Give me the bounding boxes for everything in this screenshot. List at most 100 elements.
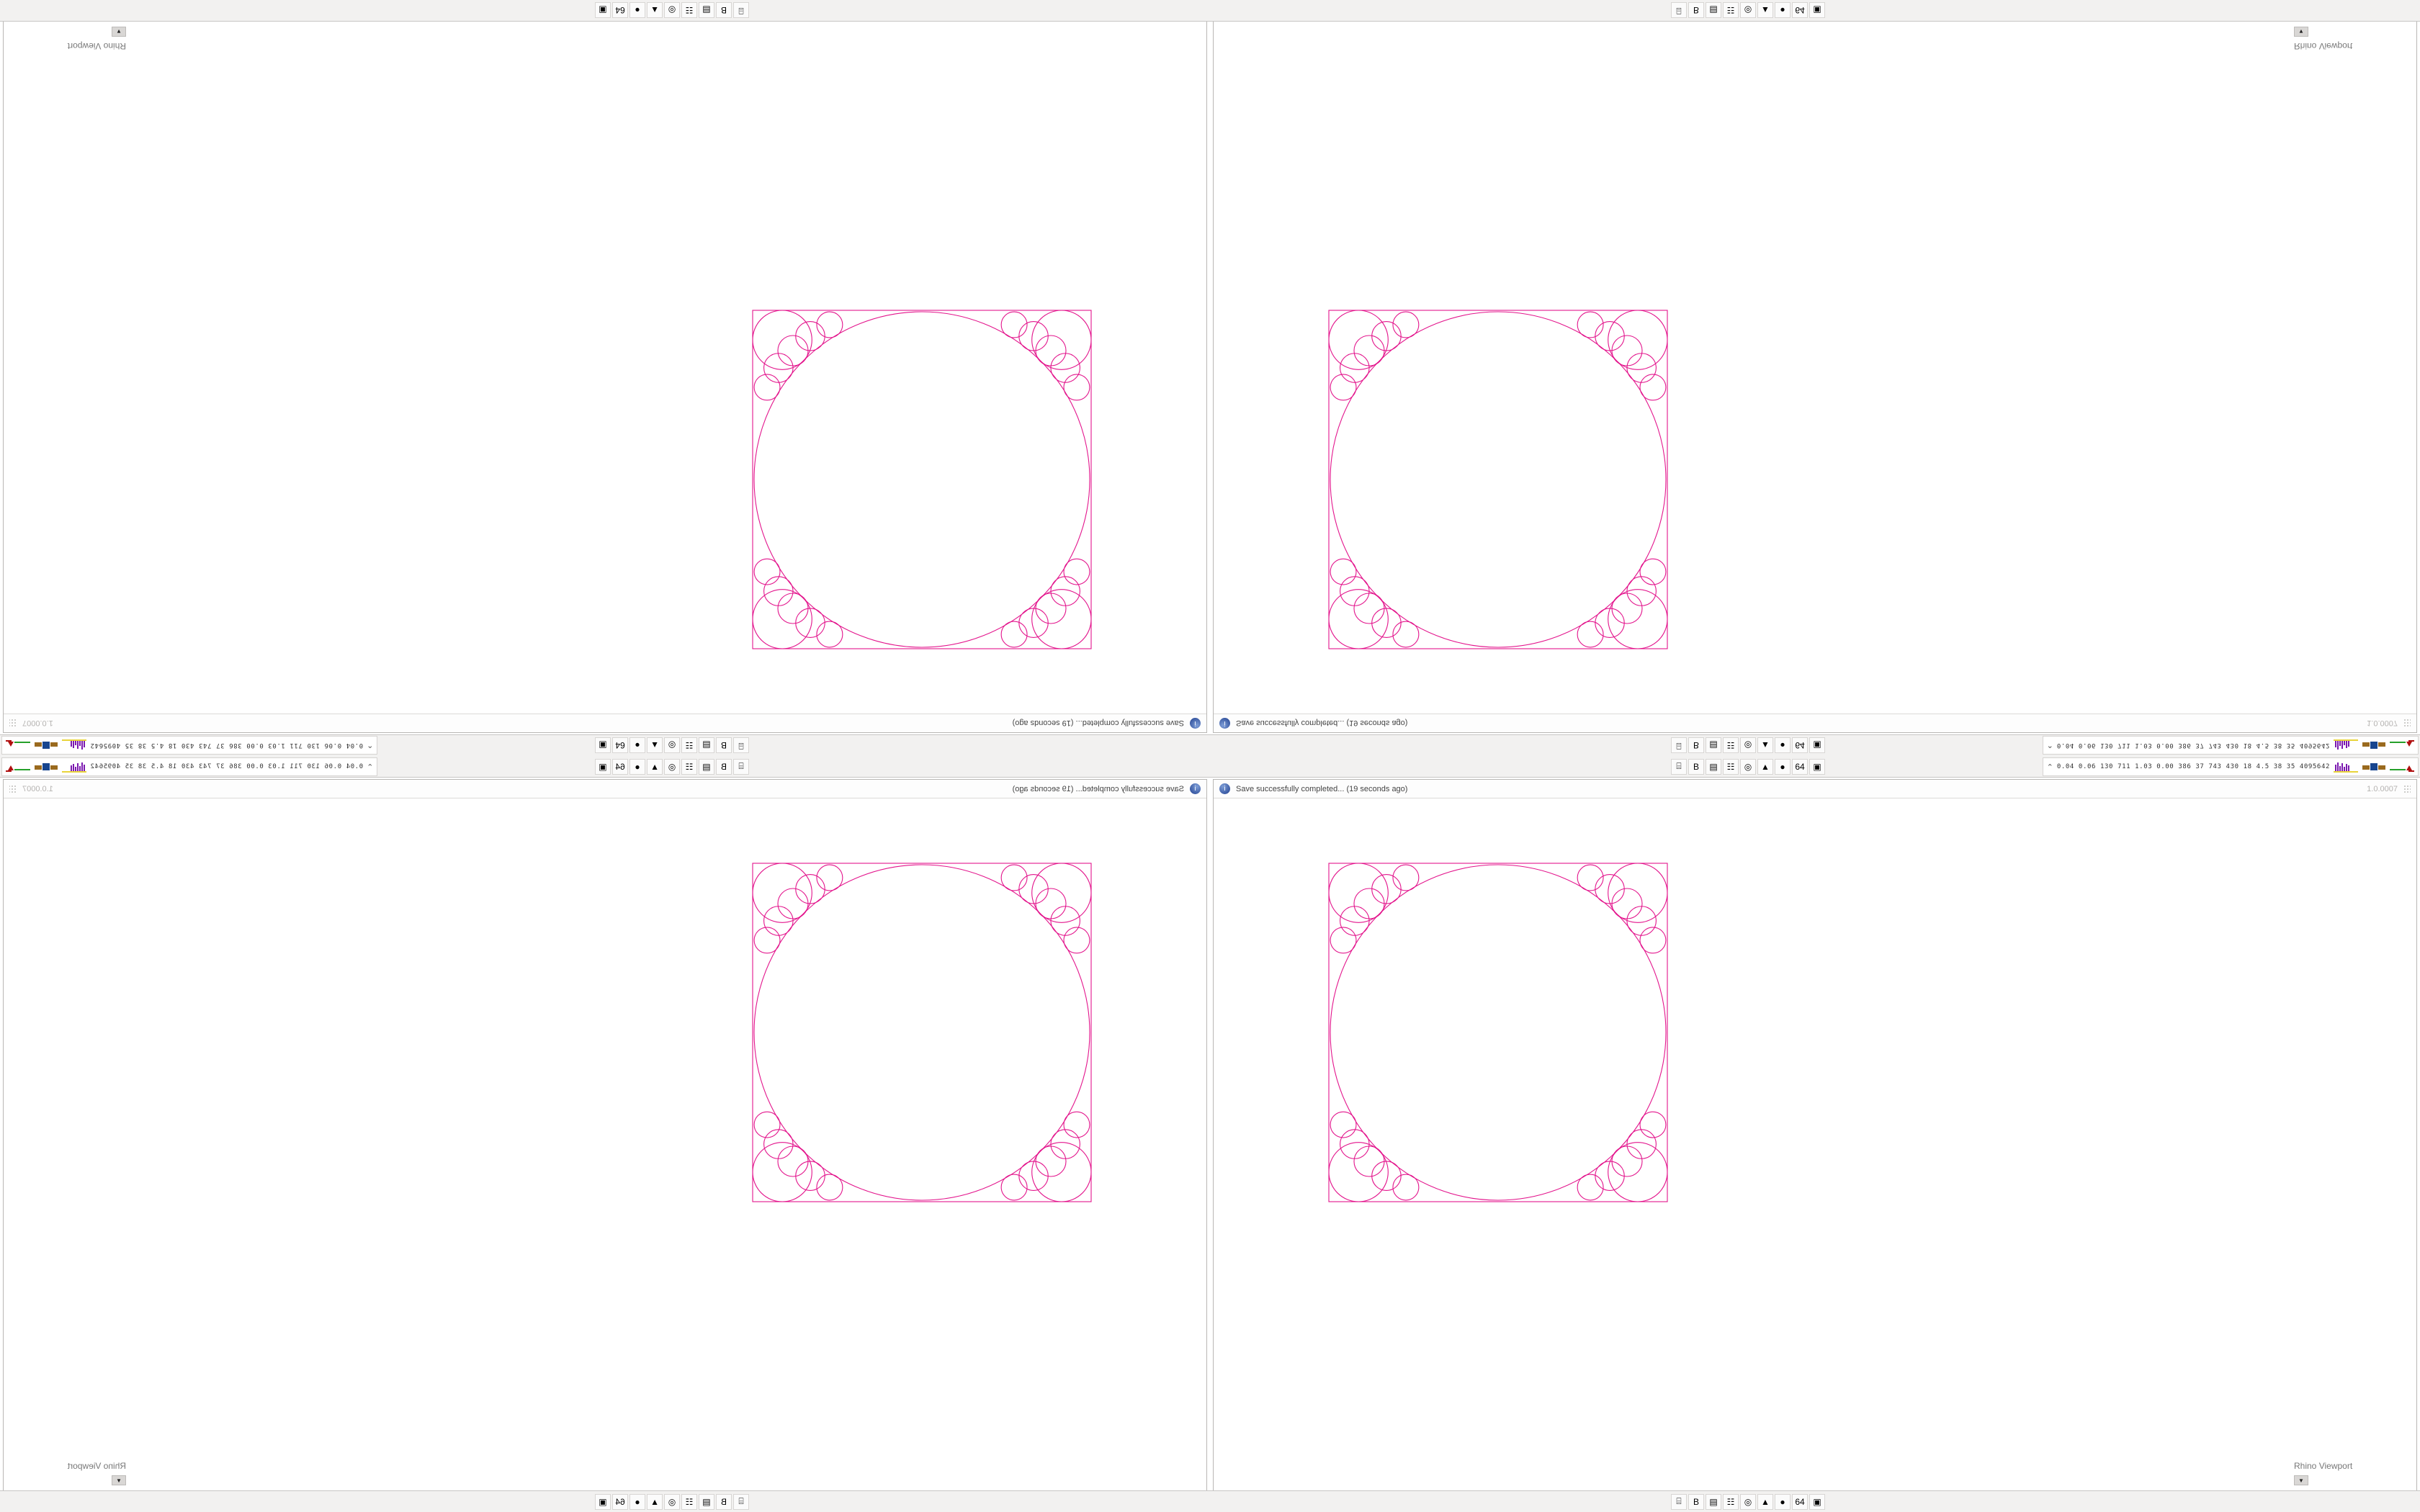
rhino-viewport[interactable]: ▼ Rhino Viewport <box>1214 798 2416 1507</box>
files-icon[interactable]: ▣ <box>595 3 611 19</box>
tray-expand-icon[interactable]: ⌃ <box>367 762 373 772</box>
calculator-icon[interactable]: ☷ <box>1723 759 1739 775</box>
viewport-tab[interactable]: ▼ <box>2294 1475 2308 1485</box>
firefox-icon[interactable]: ● <box>629 1494 645 1510</box>
editor-icon[interactable]: ▤ <box>1706 1494 1721 1510</box>
terminal-icon[interactable]: ⌸ <box>733 3 749 19</box>
opera-icon[interactable]: ◎ <box>1740 759 1756 775</box>
calculator-icon[interactable]: ☷ <box>681 738 697 754</box>
terminal-icon[interactable]: ⌸ <box>1671 1494 1687 1510</box>
editor-icon[interactable]: ▤ <box>699 738 714 754</box>
system-tray[interactable]: ⌃ 0.04 0.06 130 711 1.03 0.00 386 37 743… <box>2043 736 2419 755</box>
floppy64-icon[interactable]: 64 <box>612 759 628 775</box>
calculator-icon[interactable]: ☷ <box>681 1494 697 1510</box>
tray-expand-icon[interactable]: ⌃ <box>2047 741 2053 750</box>
viewport-tab[interactable]: ▼ <box>2294 27 2308 37</box>
viewport-tab[interactable]: ▼ <box>112 1475 126 1485</box>
opera-icon[interactable]: ◎ <box>664 3 680 19</box>
files-icon[interactable]: ▣ <box>1809 1494 1825 1510</box>
notepad-icon[interactable]: ὜B <box>716 3 732 19</box>
mountain-icon[interactable]: ▲ <box>647 1494 663 1510</box>
resize-grip[interactable] <box>9 785 17 793</box>
notepad-icon[interactable]: ὜B <box>1688 759 1704 775</box>
floppy64-icon[interactable]: 64 <box>612 738 628 754</box>
viewport-dropdown-arrow[interactable]: ▼ <box>2294 1475 2308 1485</box>
floppy64-icon[interactable]: 64 <box>612 1494 628 1510</box>
mountain-icon[interactable]: ▲ <box>647 3 663 19</box>
tray-expand-icon[interactable]: ⌃ <box>2047 762 2053 772</box>
viewport-dropdown-arrow[interactable]: ▼ <box>112 1475 126 1485</box>
opera-icon[interactable]: ◎ <box>1740 738 1756 754</box>
viewport-dropdown-arrow[interactable]: ▼ <box>2294 27 2308 37</box>
opera-icon[interactable]: ◎ <box>664 738 680 754</box>
floppy64-icon[interactable]: 64 <box>1792 738 1808 754</box>
resize-grip[interactable] <box>2403 785 2411 793</box>
opera-icon[interactable]: ◎ <box>664 1494 680 1510</box>
mountain-icon[interactable]: ▲ <box>1757 759 1773 775</box>
apollonian-gasket <box>4 8 1206 714</box>
calculator-icon[interactable]: ☷ <box>681 3 697 19</box>
editor-icon[interactable]: ▤ <box>699 1494 714 1510</box>
floppy64-icon[interactable]: 64 <box>1792 3 1808 19</box>
firefox-icon[interactable]: ● <box>1775 1494 1791 1510</box>
firefox-icon[interactable]: ● <box>629 3 645 19</box>
files-icon[interactable]: ▣ <box>595 759 611 775</box>
mountain-icon[interactable]: ▲ <box>1757 1494 1773 1510</box>
notepad-icon[interactable]: ὜B <box>1688 738 1704 754</box>
floppy64-icon[interactable]: 64 <box>612 3 628 19</box>
floppy64-icon[interactable]: 64 <box>1792 759 1808 775</box>
editor-icon[interactable]: ▤ <box>699 759 714 775</box>
floppy64-icon[interactable]: 64 <box>1792 1494 1808 1510</box>
terminal-icon[interactable]: ⌸ <box>1671 738 1687 754</box>
notepad-icon[interactable]: ὜B <box>716 1494 732 1510</box>
mountain-icon[interactable]: ▲ <box>647 759 663 775</box>
mountain-icon[interactable]: ▲ <box>647 738 663 754</box>
opera-icon[interactable]: ◎ <box>664 759 680 775</box>
tray-expand-icon[interactable]: ⌃ <box>367 741 373 750</box>
resize-grip[interactable] <box>2403 719 2411 728</box>
calculator-icon[interactable]: ☷ <box>681 759 697 775</box>
files-icon[interactable]: ▣ <box>595 738 611 754</box>
editor-icon[interactable]: ▤ <box>1706 738 1721 754</box>
system-tray[interactable]: ⌃ 0.04 0.06 130 711 1.03 0.00 386 37 743… <box>1 736 377 755</box>
notepad-icon[interactable]: ὜B <box>1688 3 1704 19</box>
rhino-window: i Save successfully completed... (19 sec… <box>3 4 1207 733</box>
terminal-icon[interactable]: ⌸ <box>1671 3 1687 19</box>
terminal-icon[interactable]: ⌸ <box>1671 759 1687 775</box>
terminal-icon[interactable]: ⌸ <box>733 759 749 775</box>
mountain-icon[interactable]: ▲ <box>1757 3 1773 19</box>
firefox-icon[interactable]: ● <box>629 738 645 754</box>
editor-icon[interactable]: ▤ <box>699 3 714 19</box>
resize-grip[interactable] <box>9 719 17 728</box>
system-tray[interactable]: ⌃ 0.04 0.06 130 711 1.03 0.00 386 37 743… <box>2043 757 2419 776</box>
tray-graph-purple <box>2334 739 2358 751</box>
firefox-icon[interactable]: ● <box>1775 3 1791 19</box>
notepad-icon[interactable]: ὜B <box>716 759 732 775</box>
mountain-icon[interactable]: ▲ <box>1757 738 1773 754</box>
terminal-icon[interactable]: ⌸ <box>733 1494 749 1510</box>
notepad-icon[interactable]: ὜B <box>1688 1494 1704 1510</box>
firefox-icon[interactable]: ● <box>1775 738 1791 754</box>
viewport-dropdown-arrow[interactable]: ▼ <box>112 27 126 37</box>
rhino-viewport[interactable]: ▼ Rhino Viewport <box>4 5 1206 714</box>
files-icon[interactable]: ▣ <box>1809 759 1825 775</box>
calculator-icon[interactable]: ☷ <box>1723 1494 1739 1510</box>
rhino-viewport[interactable]: ▼ Rhino Viewport <box>1214 5 2416 714</box>
files-icon[interactable]: ▣ <box>1809 3 1825 19</box>
editor-icon[interactable]: ▤ <box>1706 759 1721 775</box>
tray-graph-green <box>6 739 30 751</box>
files-icon[interactable]: ▣ <box>1809 738 1825 754</box>
opera-icon[interactable]: ◎ <box>1740 1494 1756 1510</box>
opera-icon[interactable]: ◎ <box>1740 3 1756 19</box>
calculator-icon[interactable]: ☷ <box>1723 3 1739 19</box>
firefox-icon[interactable]: ● <box>1775 759 1791 775</box>
files-icon[interactable]: ▣ <box>595 1494 611 1510</box>
firefox-icon[interactable]: ● <box>629 759 645 775</box>
editor-icon[interactable]: ▤ <box>1706 3 1721 19</box>
rhino-viewport[interactable]: ▼ Rhino Viewport <box>4 798 1206 1507</box>
system-tray[interactable]: ⌃ 0.04 0.06 130 711 1.03 0.00 386 37 743… <box>1 757 377 776</box>
terminal-icon[interactable]: ⌸ <box>733 738 749 754</box>
viewport-tab[interactable]: ▼ <box>112 27 126 37</box>
calculator-icon[interactable]: ☷ <box>1723 738 1739 754</box>
notepad-icon[interactable]: ὜B <box>716 738 732 754</box>
